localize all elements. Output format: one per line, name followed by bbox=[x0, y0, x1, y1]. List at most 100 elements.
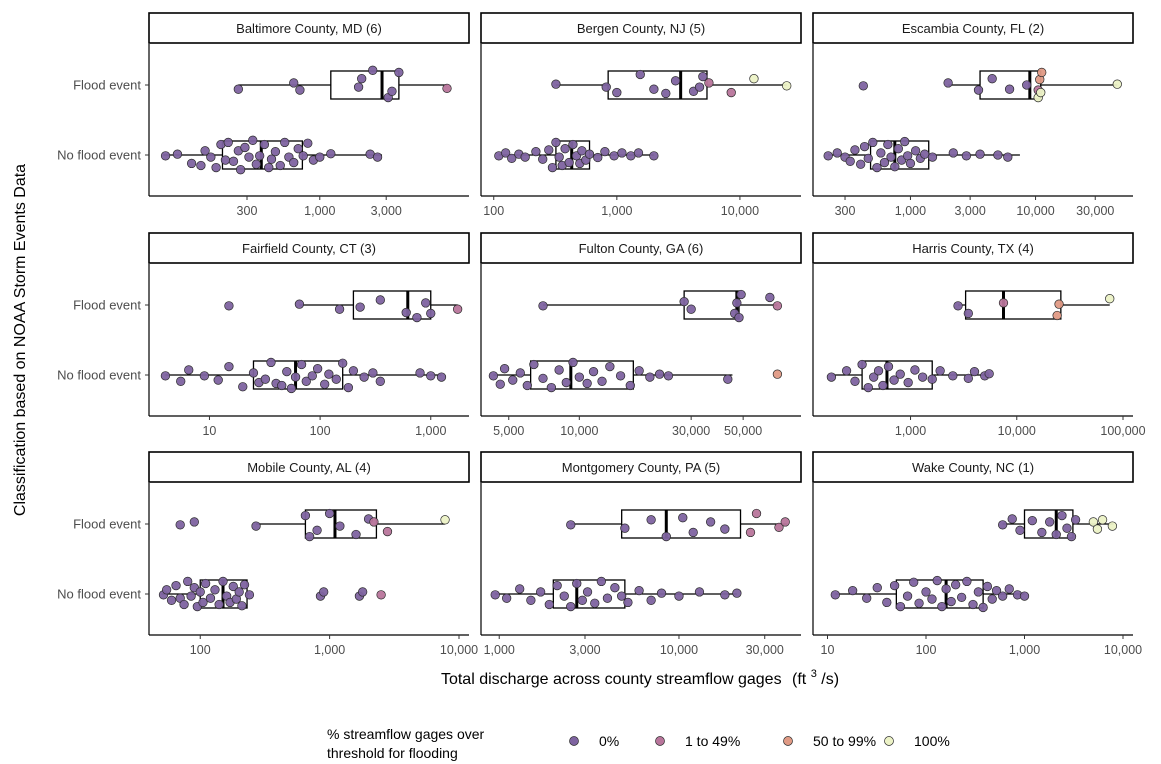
data-point-no-flood-event bbox=[501, 148, 511, 158]
facet-montgomery-county-pa-5: Montgomery County, PA (5) 1,000 3,000 10,00… bbox=[480, 451, 802, 657]
x-tick-label: 300 bbox=[237, 204, 258, 218]
data-point-no-flood-event bbox=[921, 587, 931, 597]
y-tick-label: No flood event bbox=[57, 368, 141, 383]
x-tick-label: 1,000 bbox=[484, 643, 515, 657]
data-point-no-flood-event bbox=[823, 151, 833, 161]
data-point-flood-event bbox=[1037, 67, 1047, 78]
data-point-no-flood-event bbox=[270, 146, 281, 157]
y-tick-label: Flood event bbox=[73, 517, 141, 532]
data-point-flood-event bbox=[1044, 517, 1055, 527]
data-point-flood-event bbox=[295, 85, 305, 95]
data-point-flood-event bbox=[780, 517, 790, 527]
legend-title-line-1: % streamflow gages over bbox=[327, 726, 485, 742]
data-point-no-flood-event bbox=[973, 587, 984, 597]
data-point-no-flood-event bbox=[544, 599, 554, 610]
data-point-flood-event bbox=[538, 301, 548, 311]
x-tick-label: 3,000 bbox=[954, 204, 985, 218]
box-flood-event bbox=[352, 290, 432, 320]
data-point-no-flood-event bbox=[343, 382, 353, 393]
data-point-no-flood-event bbox=[290, 372, 301, 382]
box-flood-event bbox=[330, 70, 400, 100]
data-point-no-flood-event bbox=[948, 148, 958, 158]
data-point-no-flood-event bbox=[830, 590, 840, 600]
data-point-no-flood-event bbox=[841, 366, 852, 376]
data-point-no-flood-event bbox=[561, 377, 571, 388]
data-point-no-flood-event bbox=[623, 597, 633, 608]
data-point-no-flood-event bbox=[927, 374, 937, 384]
data-point-flood-event bbox=[679, 296, 689, 307]
data-point-no-flood-event bbox=[920, 149, 930, 159]
data-point-no-flood-event bbox=[963, 373, 973, 384]
facet-panels: Baltimore County, MD (6) 300 1,000 3,000 Flo… bbox=[57, 12, 1146, 657]
data-point-flood-event bbox=[858, 81, 868, 91]
data-point-no-flood-event bbox=[596, 576, 607, 587]
data-point-flood-event bbox=[1036, 87, 1046, 98]
data-point-no-flood-event bbox=[214, 599, 224, 610]
data-point-no-flood-event bbox=[663, 371, 674, 381]
data-point-no-flood-event bbox=[878, 380, 888, 391]
legend-label-50-to-99: 50 to 99% bbox=[813, 733, 876, 749]
data-point-no-flood-event bbox=[307, 371, 317, 381]
data-point-flood-event bbox=[401, 307, 411, 318]
data-point-no-flood-event bbox=[357, 587, 368, 597]
data-point-flood-event bbox=[1051, 529, 1061, 540]
data-point-flood-event bbox=[1037, 527, 1047, 538]
x-tick-label: 30,000 bbox=[672, 424, 710, 438]
box-flood-event bbox=[621, 509, 742, 539]
data-point-flood-event bbox=[426, 308, 436, 319]
facet-strip bbox=[812, 451, 1134, 483]
data-point-no-flood-event bbox=[564, 157, 574, 168]
data-point-no-flood-event bbox=[723, 374, 733, 384]
data-point-flood-event bbox=[612, 87, 622, 98]
x-tick-label: 100,000 bbox=[1100, 424, 1145, 438]
data-point-no-flood-event bbox=[889, 580, 900, 591]
data-point-no-flood-event bbox=[211, 162, 221, 173]
data-point-no-flood-event bbox=[879, 157, 890, 168]
data-point-no-flood-event bbox=[848, 585, 858, 596]
data-point-no-flood-event bbox=[199, 371, 210, 381]
data-point-no-flood-event bbox=[1004, 584, 1014, 594]
x-tick-label: 10,000 bbox=[560, 424, 598, 438]
facet-title: Wake County, NC (1) bbox=[912, 460, 1034, 475]
data-point-flood-event bbox=[566, 520, 576, 530]
data-point-flood-event bbox=[694, 82, 705, 92]
data-point-flood-event bbox=[1022, 80, 1032, 90]
data-point-flood-event bbox=[312, 525, 322, 535]
data-point-flood-event bbox=[1062, 523, 1072, 533]
data-point-flood-event bbox=[251, 521, 261, 531]
box-flood-event bbox=[964, 290, 1062, 320]
data-point-no-flood-event bbox=[198, 597, 208, 608]
x-tick-label: 3,000 bbox=[371, 204, 402, 218]
data-point-no-flood-event bbox=[910, 365, 920, 375]
data-point-no-flood-event bbox=[998, 591, 1008, 601]
data-point-no-flood-event bbox=[248, 135, 258, 145]
data-point-no-flood-event bbox=[275, 160, 285, 171]
data-point-no-flood-event bbox=[900, 136, 910, 147]
data-point-no-flood-event bbox=[951, 580, 961, 590]
data-point-no-flood-event bbox=[559, 591, 569, 601]
data-point-no-flood-event bbox=[179, 599, 189, 610]
data-point-flood-event bbox=[233, 84, 243, 94]
data-point-flood-event bbox=[351, 529, 361, 540]
data-point-no-flood-event bbox=[538, 373, 548, 384]
data-point-no-flood-event bbox=[872, 162, 882, 173]
data-point-no-flood-event bbox=[617, 148, 627, 158]
data-point-flood-event bbox=[973, 85, 984, 95]
data-point-flood-event bbox=[649, 84, 659, 94]
data-point-flood-event bbox=[1007, 514, 1017, 524]
data-point-no-flood-event bbox=[772, 369, 783, 379]
data-point-no-flood-event bbox=[876, 148, 886, 158]
data-point-no-flood-event bbox=[850, 376, 860, 386]
data-point-no-flood-event bbox=[161, 585, 172, 595]
facet-strip bbox=[812, 12, 1134, 44]
data-point-no-flood-event bbox=[602, 593, 613, 603]
data-point-no-flood-event bbox=[319, 587, 329, 597]
data-point-no-flood-event bbox=[600, 146, 610, 157]
data-point-no-flood-event bbox=[186, 591, 196, 601]
data-point-no-flood-event bbox=[1019, 591, 1030, 601]
data-point-no-flood-event bbox=[286, 383, 297, 394]
facet-strip bbox=[480, 232, 802, 264]
data-point-flood-event bbox=[1004, 84, 1015, 94]
data-point-no-flood-event bbox=[303, 138, 313, 148]
data-point-no-flood-event bbox=[277, 380, 287, 391]
